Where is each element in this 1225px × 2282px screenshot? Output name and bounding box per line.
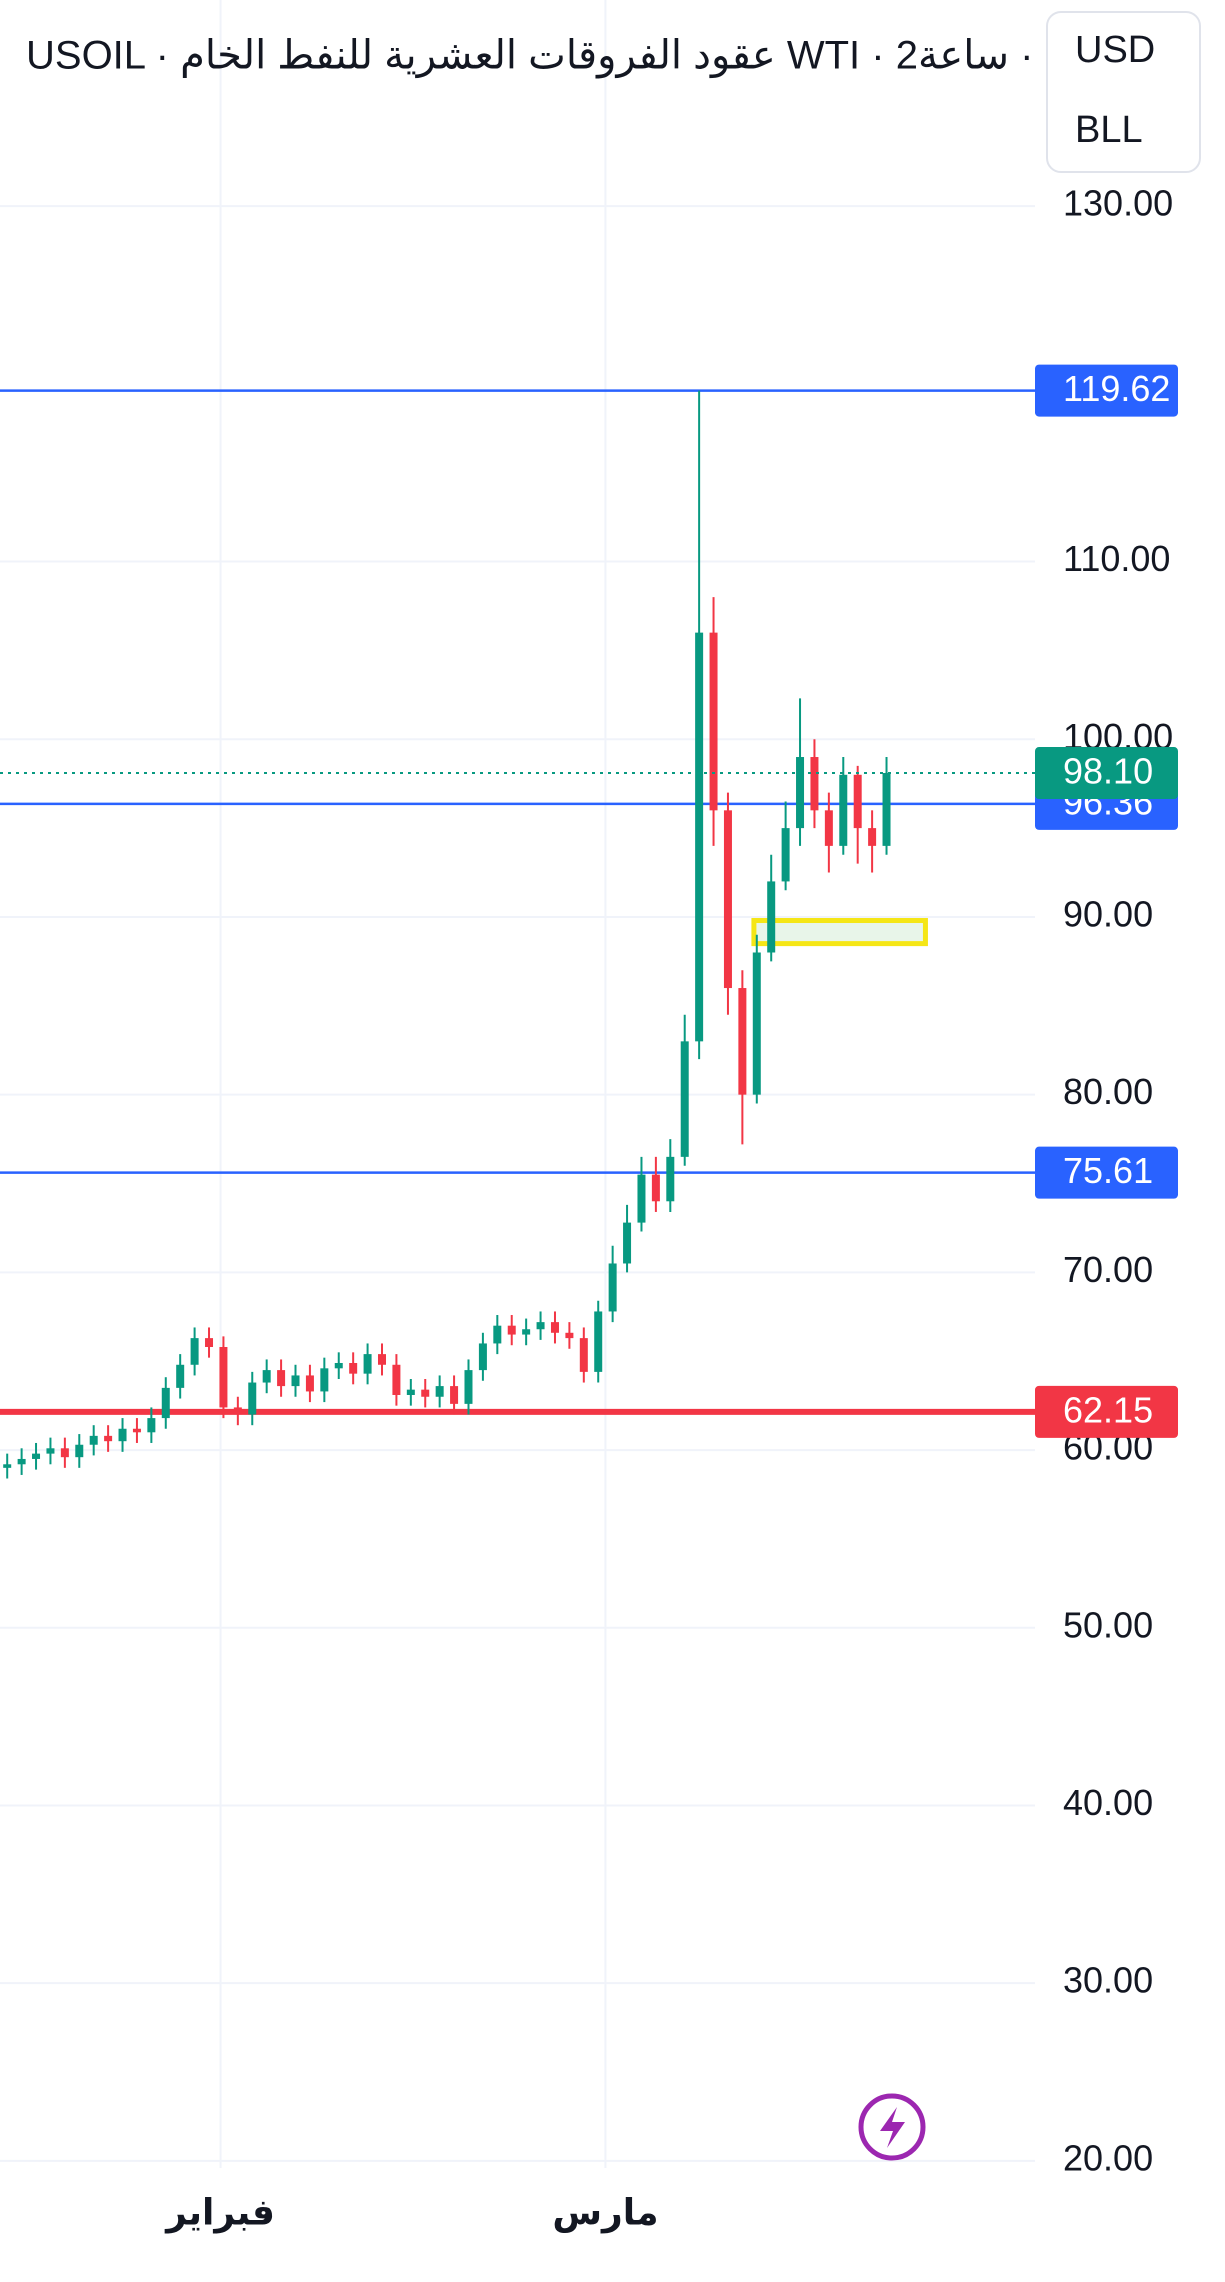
currency: USD [1075, 29, 1155, 71]
candle-body [781, 828, 790, 882]
y-tick-label: 130.00 [1063, 183, 1173, 224]
x-tick-label: فبراير [164, 2192, 275, 2234]
candle-body [723, 810, 732, 989]
candle-body [176, 1364, 185, 1388]
candle-body [709, 632, 718, 811]
candle-body [320, 1368, 329, 1392]
candle-body [248, 1382, 257, 1415]
candle-body [132, 1428, 141, 1433]
candle-body [493, 1325, 502, 1344]
candle-body [17, 1458, 26, 1465]
candle-body [435, 1386, 444, 1397]
candle-body [464, 1370, 473, 1404]
candle-body [738, 988, 747, 1095]
lightning-icon[interactable] [880, 2107, 905, 2148]
level-badge-label: 75.61 [1063, 1150, 1153, 1191]
candle-body [507, 1325, 516, 1335]
candle-body [579, 1338, 588, 1372]
candle-body [89, 1435, 98, 1445]
candle-body [550, 1322, 559, 1333]
candle-body [349, 1362, 358, 1374]
candle-body [853, 774, 862, 829]
y-tick-label: 50.00 [1063, 1604, 1153, 1645]
candle-body [75, 1444, 84, 1458]
y-tick-label: 80.00 [1063, 1071, 1153, 1112]
candle-body [450, 1386, 459, 1404]
candle-body [608, 1263, 617, 1312]
candle-body [796, 757, 805, 829]
level-badge-label: 62.15 [1063, 1389, 1153, 1430]
candle-body [377, 1354, 386, 1365]
candle-body [406, 1389, 415, 1395]
candle-body [118, 1428, 127, 1442]
candle-body [421, 1389, 430, 1397]
highlight-box [751, 918, 928, 947]
level-badge [1035, 1146, 1178, 1199]
y-tick-label: 20.00 [1063, 2137, 1153, 2178]
candle-body [623, 1222, 632, 1264]
candle-body [522, 1329, 531, 1335]
candle-body [882, 773, 891, 846]
candle-body [536, 1322, 545, 1330]
candle-body [334, 1362, 343, 1369]
candle-body [161, 1387, 170, 1419]
candle-body [262, 1370, 271, 1383]
candle-body [680, 1041, 689, 1157]
candle-body [695, 632, 704, 1042]
chart-title: USOIL · عقود الفروقات العشرية للنفط الخا… [26, 34, 1125, 79]
candle-body [219, 1347, 228, 1408]
candle-body [277, 1370, 286, 1387]
candle-body [767, 881, 776, 953]
level-badge-label: 119.62 [1063, 368, 1170, 409]
y-tick-label: 110.00 [1063, 538, 1170, 579]
candle-body [147, 1418, 156, 1433]
x-tick-label: مارس [552, 2192, 658, 2234]
candle-body [363, 1354, 372, 1374]
candle-body [392, 1364, 401, 1395]
last-price-badge-label: 98.10 [1063, 751, 1153, 792]
candle-body [810, 757, 819, 811]
candle-body [32, 1453, 41, 1459]
last-price-badge [1035, 747, 1178, 800]
candle-body [104, 1435, 113, 1442]
candle-body [233, 1407, 242, 1415]
candle-body [651, 1174, 660, 1202]
candle-body [666, 1156, 675, 1202]
candle-body [637, 1174, 646, 1223]
candle-body [190, 1338, 199, 1365]
title-wrap: USOIL · عقود الفروقات العشرية للنفط الخا… [26, 34, 1125, 79]
candle-body [594, 1311, 603, 1372]
y-tick-label: 70.00 [1063, 1249, 1153, 1290]
candle-body [565, 1332, 574, 1339]
candle-body [305, 1375, 314, 1392]
level-badge [1035, 1385, 1178, 1438]
candle-body [3, 1464, 12, 1468]
candle-body [868, 828, 877, 846]
plot-area [0, 389, 1035, 1479]
grid [0, 0, 1035, 2168]
candle-body [478, 1343, 487, 1371]
quick-action[interactable] [858, 2093, 926, 2161]
level-badge [1035, 364, 1178, 417]
y-tick-label: 40.00 [1063, 1782, 1153, 1823]
unit: BLL [1075, 109, 1143, 151]
candle-body [205, 1338, 214, 1348]
candle-body [46, 1448, 55, 1454]
candle-body [824, 810, 833, 846]
candle-body [839, 774, 848, 846]
y-tick-label: 30.00 [1063, 1960, 1153, 2001]
axes: 20.0030.0040.0050.0060.0070.0080.0090.00… [164, 183, 1178, 2234]
candle-body [752, 952, 761, 1095]
candle-body [60, 1448, 69, 1458]
lightning-icon-ring[interactable] [858, 2093, 926, 2161]
y-tick-label: 90.00 [1063, 893, 1153, 934]
currency-box[interactable] [1046, 11, 1201, 173]
candle-body [291, 1375, 300, 1387]
